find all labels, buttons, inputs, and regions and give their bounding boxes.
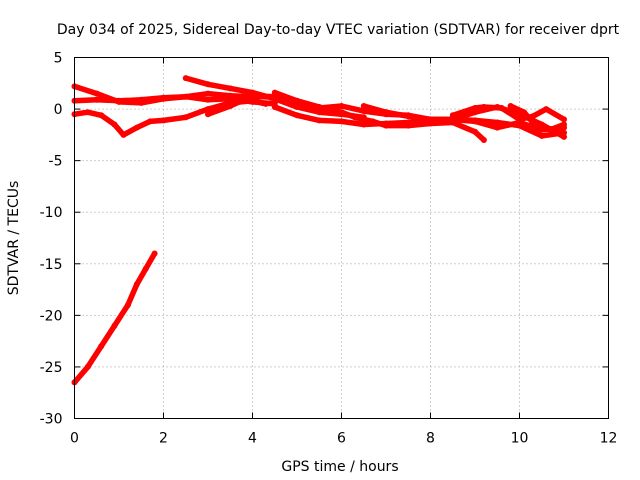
- y-tick-label-1: 0: [54, 102, 63, 118]
- data-point: [271, 104, 278, 110]
- data-point: [383, 120, 389, 127]
- data-point: [147, 118, 154, 125]
- data-point: [182, 114, 189, 121]
- data-point: [98, 343, 105, 350]
- data-point: [271, 89, 278, 96]
- series-track-1-points: [71, 250, 158, 386]
- data-point: [472, 117, 478, 124]
- data-point: [262, 100, 269, 107]
- data-point: [360, 103, 367, 109]
- data-point: [516, 116, 523, 123]
- y-tick-label-0: 5: [54, 51, 63, 67]
- data-point: [494, 124, 501, 131]
- data-point: [449, 112, 456, 119]
- data-point: [124, 302, 131, 308]
- data-point: [480, 104, 487, 110]
- series-track-8: [272, 104, 567, 139]
- data-point: [93, 90, 100, 97]
- data-point: [316, 109, 323, 116]
- data-point: [405, 119, 412, 126]
- data-point: [182, 93, 189, 100]
- x-axis-label: GPS time / hours: [281, 459, 398, 475]
- data-point: [516, 122, 523, 129]
- data-point: [138, 96, 145, 103]
- data-point: [205, 96, 211, 103]
- y-tick-label-4: -15: [40, 257, 63, 273]
- data-point: [133, 281, 140, 288]
- data-point: [294, 97, 300, 104]
- x-tick-label-5: 10: [511, 431, 529, 447]
- data-point: [316, 104, 323, 110]
- data-point: [529, 119, 536, 126]
- data-point: [133, 124, 140, 131]
- series-track-11-points: [507, 103, 567, 133]
- series-track-4: [71, 98, 269, 138]
- data-point: [547, 126, 554, 133]
- data-point: [494, 119, 501, 126]
- data-point: [405, 113, 412, 120]
- x-tick-label-3: 6: [337, 431, 346, 447]
- data-point: [383, 109, 389, 116]
- y-tick-label-6: -25: [40, 360, 63, 376]
- x-tick-label-2: 4: [248, 431, 257, 447]
- data-point: [205, 111, 211, 118]
- data-point: [538, 132, 545, 139]
- y-tick-labels: 5 0 -5 -10 -15 -20 -25 -30: [40, 51, 63, 428]
- data-point: [561, 133, 567, 140]
- data-point: [111, 322, 118, 329]
- data-point: [111, 121, 118, 128]
- data-point: [205, 81, 211, 88]
- data-point: [84, 109, 91, 116]
- data-point: [507, 103, 514, 109]
- data-point: [498, 105, 505, 111]
- data-point: [360, 108, 367, 115]
- data-point: [142, 265, 149, 272]
- data-point: [561, 116, 567, 123]
- data-point: [360, 121, 367, 128]
- data-point: [427, 116, 434, 123]
- data-point: [472, 105, 478, 111]
- data-point: [84, 363, 91, 370]
- data-point: [316, 117, 323, 124]
- x-tick-label-1: 2: [159, 431, 168, 447]
- y-tick-label-3: -10: [40, 205, 63, 221]
- data-point: [449, 116, 456, 123]
- data-point: [182, 75, 189, 82]
- data-point: [205, 106, 211, 113]
- y-tick-label-2: -5: [49, 154, 63, 170]
- data-point: [227, 85, 234, 92]
- data-point: [480, 137, 487, 143]
- axis-ticks: [74, 57, 609, 419]
- data-point: [116, 97, 122, 104]
- y-tick-label-7: -30: [40, 412, 63, 428]
- data-point: [561, 121, 567, 128]
- x-tick-labels: 0 2 4 6 8 10 12: [70, 431, 617, 447]
- x-tick-label-6: 12: [600, 431, 618, 447]
- data-point: [351, 114, 358, 121]
- data-point: [205, 90, 211, 97]
- data-point: [151, 250, 158, 257]
- data-point: [543, 106, 550, 113]
- series-track-1: [71, 250, 158, 386]
- data-point: [160, 117, 167, 124]
- y-tick-label-5: -20: [40, 308, 63, 324]
- data-point: [249, 92, 256, 99]
- x-tick-label-4: 8: [426, 431, 435, 447]
- data-point: [93, 96, 100, 103]
- data-point: [294, 112, 300, 119]
- data-point: [98, 112, 105, 119]
- data-point: [338, 109, 345, 116]
- data-point: [338, 118, 345, 125]
- data-series-layer: [71, 75, 567, 386]
- data-point: [338, 103, 345, 109]
- data-point: [472, 128, 478, 135]
- data-point: [227, 103, 234, 109]
- data-point: [160, 94, 167, 101]
- chart-title: Day 034 of 2025, Sidereal Day-to-day VTE…: [57, 22, 620, 38]
- y-axis-label: SDTVAR / TECUs: [6, 181, 22, 296]
- x-tick-label-0: 0: [70, 431, 79, 447]
- data-point: [521, 109, 527, 116]
- data-point: [120, 131, 127, 138]
